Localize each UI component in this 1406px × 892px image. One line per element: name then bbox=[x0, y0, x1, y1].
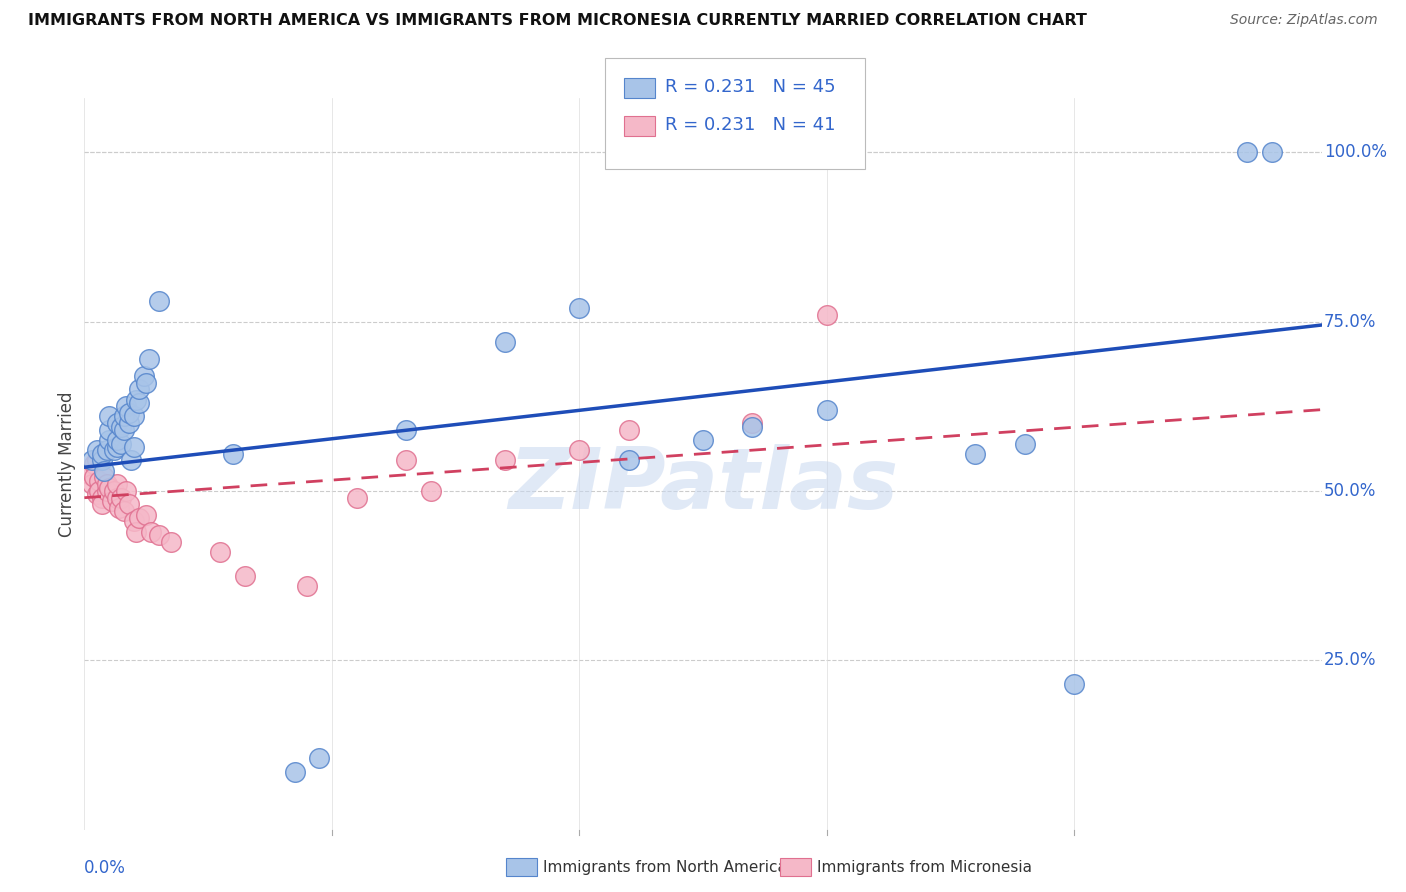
Point bbox=[90, 498, 112, 512]
Point bbox=[125, 524, 148, 539]
Point bbox=[132, 368, 155, 383]
Text: IMMIGRANTS FROM NORTH AMERICA VS IMMIGRANTS FROM MICRONESIA CURRENTLY MARRIED CO: IMMIGRANTS FROM NORTH AMERICA VS IMMIGRA… bbox=[28, 13, 1087, 29]
Point bbox=[80, 453, 103, 467]
Point bbox=[125, 392, 148, 407]
Point bbox=[1063, 677, 1085, 691]
Point bbox=[617, 453, 640, 467]
Point bbox=[108, 500, 131, 515]
Point bbox=[1236, 145, 1258, 160]
Point bbox=[112, 504, 135, 518]
Point bbox=[90, 491, 112, 505]
Point bbox=[86, 443, 108, 458]
Point bbox=[1261, 145, 1284, 160]
Point bbox=[103, 483, 125, 498]
Point bbox=[148, 528, 170, 542]
Point bbox=[815, 308, 838, 322]
Point bbox=[120, 453, 142, 467]
Point bbox=[494, 334, 516, 349]
Point bbox=[110, 436, 132, 450]
Point bbox=[128, 382, 150, 396]
Point bbox=[105, 416, 128, 430]
Point bbox=[96, 483, 118, 498]
Point bbox=[105, 440, 128, 454]
Point bbox=[115, 399, 138, 413]
Point bbox=[98, 409, 121, 424]
Point bbox=[89, 474, 111, 488]
Point bbox=[118, 406, 141, 420]
Point bbox=[89, 483, 111, 498]
Point bbox=[160, 534, 183, 549]
Text: R = 0.231   N = 45: R = 0.231 N = 45 bbox=[665, 78, 835, 96]
Point bbox=[346, 491, 368, 505]
Point bbox=[395, 423, 418, 437]
Point bbox=[741, 416, 763, 430]
Point bbox=[115, 483, 138, 498]
Point bbox=[122, 409, 145, 424]
Point bbox=[284, 764, 307, 779]
Point bbox=[692, 433, 714, 447]
Point bbox=[79, 467, 101, 481]
Point bbox=[80, 477, 103, 491]
Point bbox=[741, 419, 763, 434]
Text: Immigrants from North America: Immigrants from North America bbox=[543, 860, 786, 874]
Point bbox=[93, 464, 115, 478]
Y-axis label: Currently Married: Currently Married bbox=[58, 391, 76, 537]
Point bbox=[295, 579, 318, 593]
Point bbox=[135, 376, 157, 390]
Point bbox=[103, 443, 125, 458]
Text: 0.0%: 0.0% bbox=[84, 859, 127, 877]
Point bbox=[112, 423, 135, 437]
Point bbox=[128, 396, 150, 410]
Point bbox=[96, 443, 118, 458]
Point bbox=[148, 294, 170, 309]
Point bbox=[141, 524, 163, 539]
Point bbox=[98, 481, 121, 495]
Point bbox=[105, 433, 128, 447]
Point bbox=[110, 491, 132, 505]
Point bbox=[128, 511, 150, 525]
Point bbox=[98, 423, 121, 437]
Text: Source: ZipAtlas.com: Source: ZipAtlas.com bbox=[1230, 13, 1378, 28]
Point bbox=[122, 440, 145, 454]
Point bbox=[105, 477, 128, 491]
Point bbox=[90, 447, 112, 461]
Point bbox=[100, 494, 122, 508]
Point bbox=[83, 470, 105, 484]
Point bbox=[105, 491, 128, 505]
Point bbox=[965, 447, 987, 461]
Point bbox=[1014, 436, 1036, 450]
Point bbox=[98, 433, 121, 447]
Text: 50.0%: 50.0% bbox=[1324, 482, 1376, 500]
Point bbox=[568, 443, 591, 458]
Point bbox=[83, 457, 105, 471]
Point bbox=[93, 470, 115, 484]
Point bbox=[122, 515, 145, 529]
Text: 25.0%: 25.0% bbox=[1324, 651, 1376, 669]
Point bbox=[135, 508, 157, 522]
Point bbox=[568, 301, 591, 315]
Point bbox=[209, 545, 232, 559]
Point bbox=[90, 453, 112, 467]
Text: 75.0%: 75.0% bbox=[1324, 312, 1376, 331]
Point bbox=[494, 453, 516, 467]
Point bbox=[308, 751, 330, 765]
Text: 100.0%: 100.0% bbox=[1324, 144, 1388, 161]
Text: R = 0.231   N = 41: R = 0.231 N = 41 bbox=[665, 116, 835, 134]
Text: ZIPatlas: ZIPatlas bbox=[508, 444, 898, 527]
Point bbox=[222, 447, 245, 461]
Point bbox=[96, 477, 118, 491]
Point bbox=[419, 483, 441, 498]
Point bbox=[233, 568, 256, 582]
Point bbox=[118, 416, 141, 430]
Point bbox=[86, 487, 108, 501]
Point bbox=[138, 351, 160, 366]
Point bbox=[112, 409, 135, 424]
Text: Immigrants from Micronesia: Immigrants from Micronesia bbox=[817, 860, 1032, 874]
Point bbox=[395, 453, 418, 467]
Point bbox=[118, 498, 141, 512]
Point bbox=[110, 419, 132, 434]
Point bbox=[815, 402, 838, 417]
Point bbox=[86, 453, 108, 467]
Point bbox=[617, 423, 640, 437]
